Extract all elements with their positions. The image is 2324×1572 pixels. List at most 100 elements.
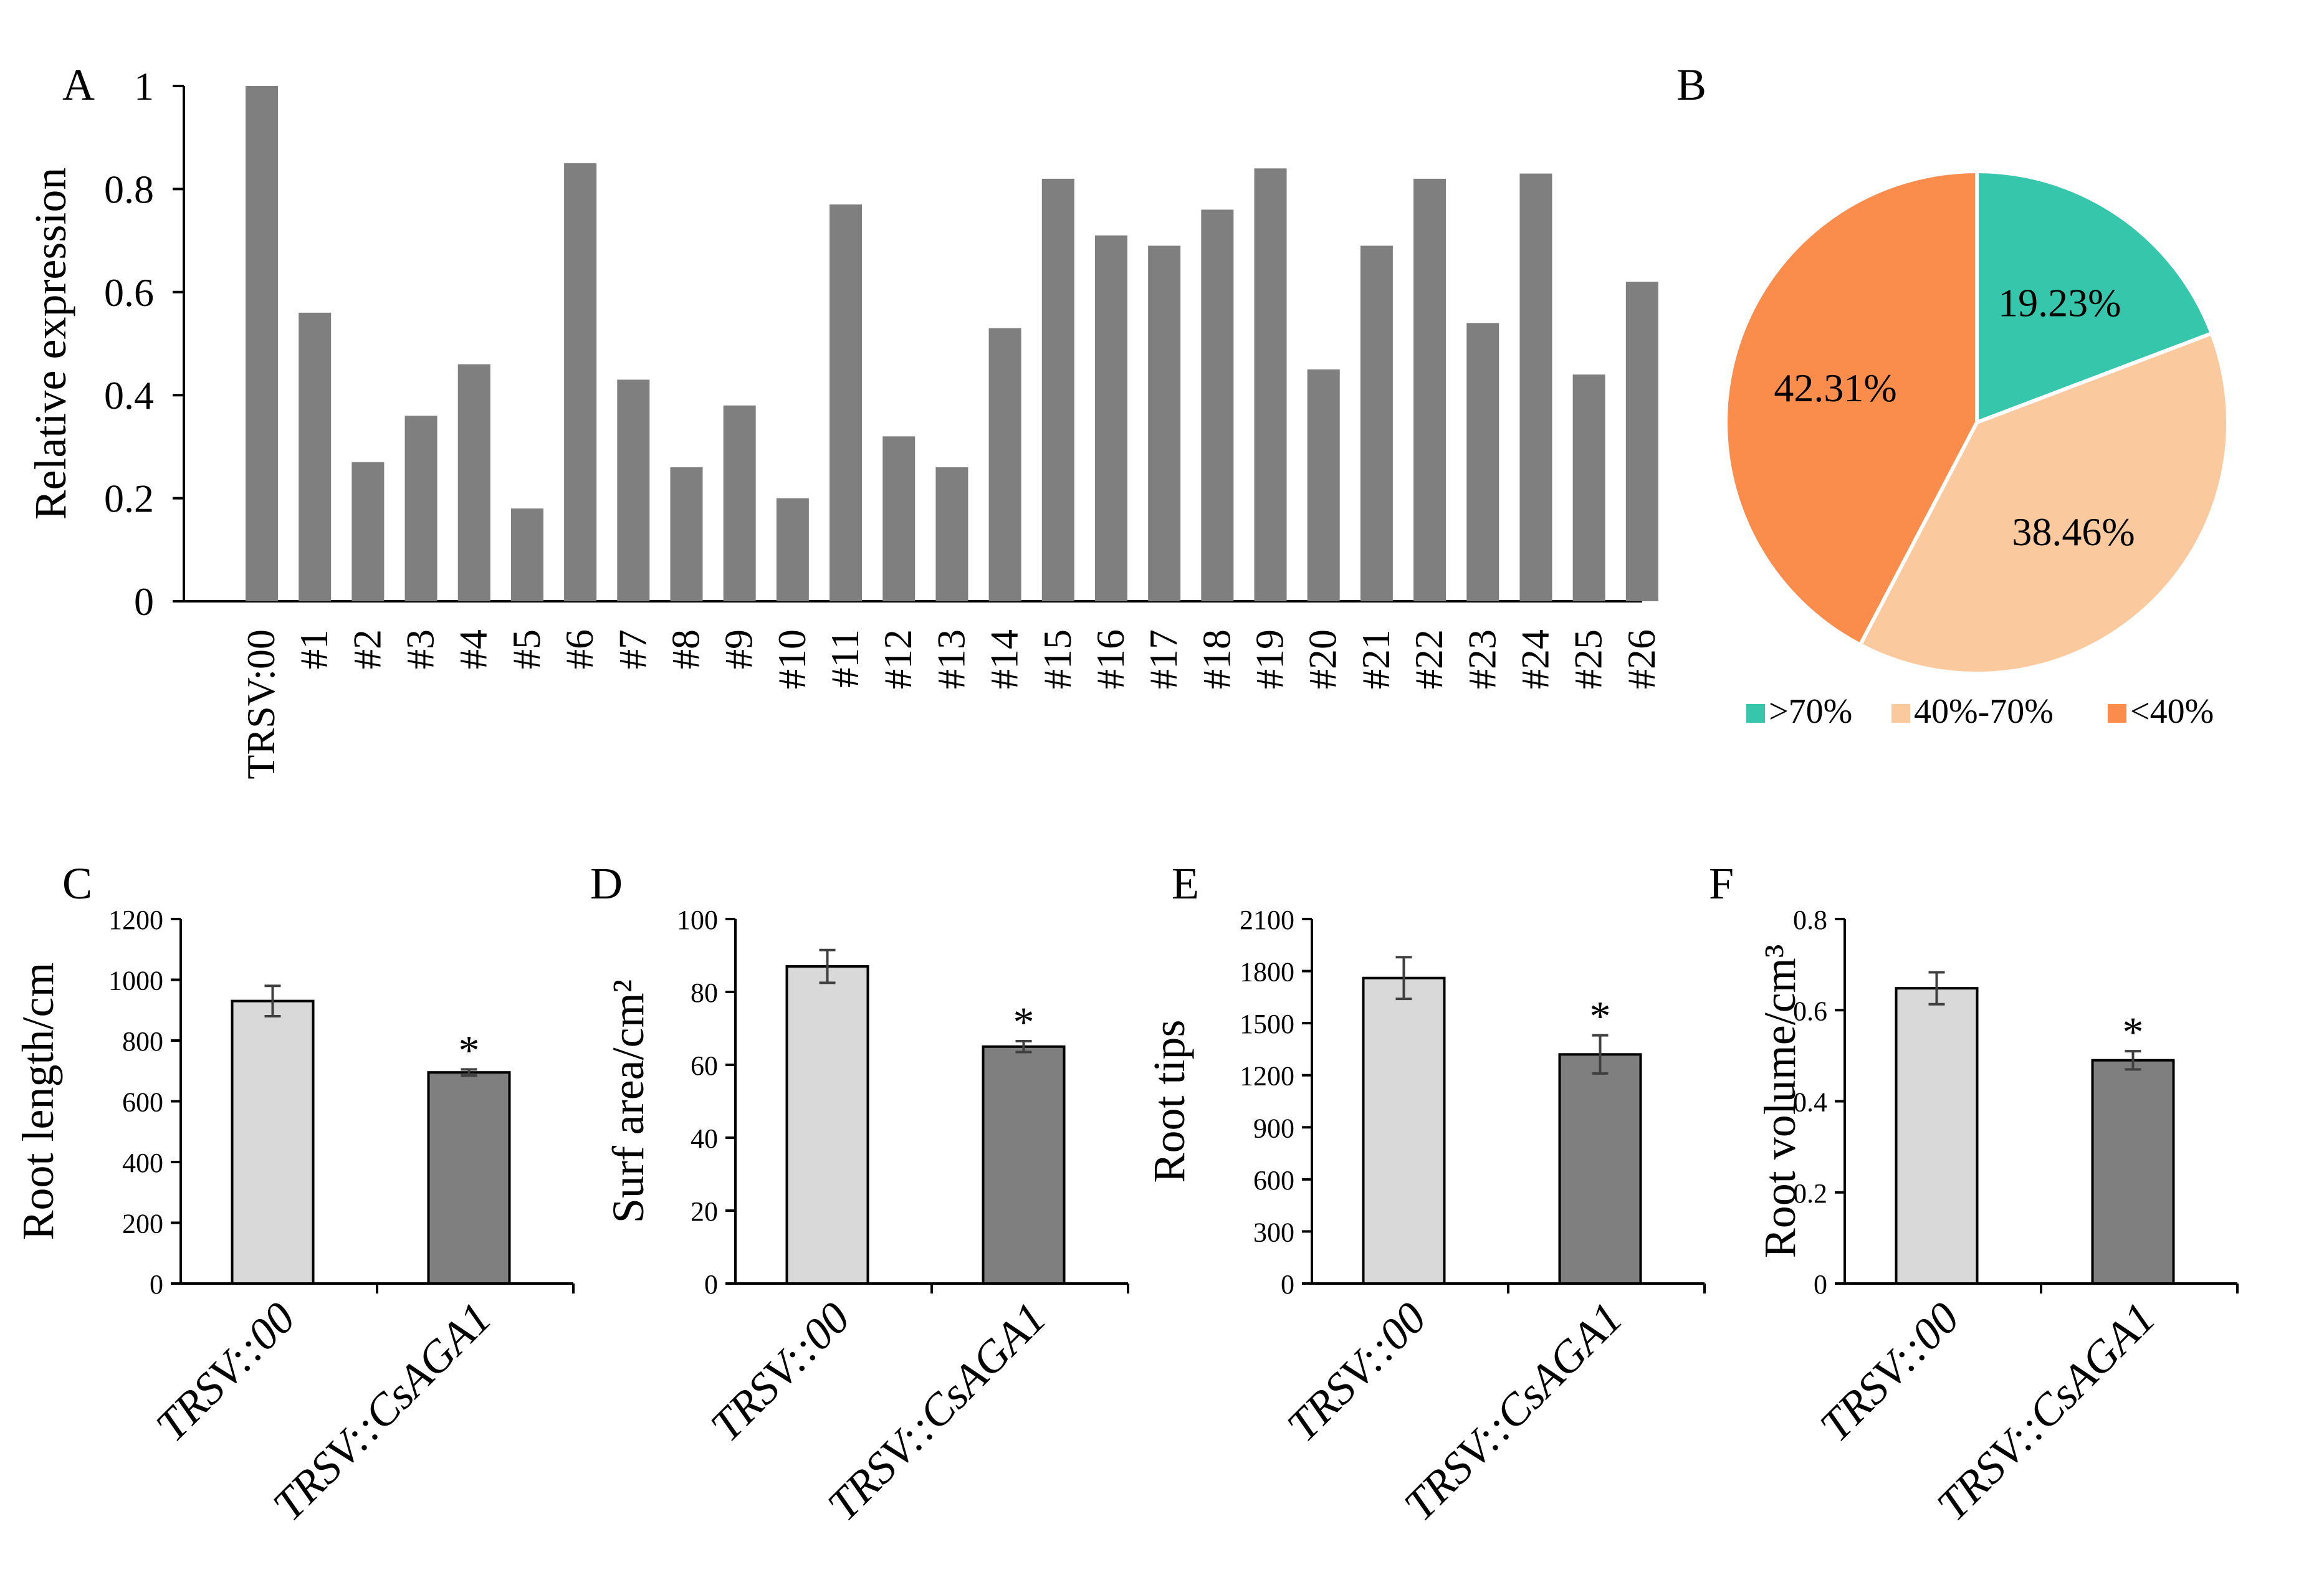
panel-f-y-tick-label: 0 (1814, 1269, 1827, 1300)
legend-label: <40% (2130, 692, 2214, 731)
panel-a-bar (510, 508, 543, 601)
panel-c-y-tick-label: 200 (122, 1209, 163, 1239)
panel-f-y-tick-label: 0.8 (1793, 905, 1827, 935)
panel-a-x-tick-label: #23 (1460, 629, 1504, 689)
panel-a-bar (1466, 323, 1499, 601)
pie-slice-label: 19.23% (1998, 281, 2121, 325)
panel-a-x-tick-label: #6 (557, 629, 601, 669)
panel-a-bar (1307, 369, 1340, 601)
panel-c-y-tick-label: 1000 (108, 966, 163, 996)
panel-c-y-axis-label: Root length/cm (13, 963, 63, 1241)
panel-a-y-tick-label: 0.8 (104, 167, 154, 211)
panel-c-y-tick-label: 1200 (108, 905, 163, 935)
panel-a-y-tick-label: 0 (134, 579, 154, 624)
panel-a-bar (299, 312, 332, 601)
panel-a-x-tick-label: #4 (451, 629, 495, 669)
legend-swatch (2108, 704, 2126, 723)
panel-e-y-axis-label: Root tips (1144, 1019, 1194, 1183)
panel-a-bar (564, 163, 597, 601)
panel-a-bar (670, 467, 703, 601)
panel-a-bar (1201, 209, 1234, 602)
pie-slice (1975, 169, 2214, 426)
panel-a-y-tick-label: 0.4 (104, 373, 154, 417)
legend-swatch (1746, 704, 1765, 723)
panel-f-y-tick-label: 0.6 (1793, 996, 1827, 1026)
panel-a-x-tick-label: #13 (929, 629, 973, 689)
panel-e-y-tick-label: 600 (1253, 1165, 1294, 1196)
panel-c-x-tick-label: TRSV::00 (146, 1293, 305, 1451)
panel-a-x-tick-label: #22 (1407, 629, 1451, 689)
panel-a-x-tick-label: #3 (398, 629, 442, 669)
panel-f-bar (1895, 987, 1979, 1285)
panel-e-y-tick-label: 1200 (1240, 1061, 1294, 1092)
panel-a-x-tick-label: #14 (982, 629, 1026, 689)
panel-c-bar (427, 1071, 511, 1285)
panel-label-b: B (1676, 60, 1706, 110)
panel-a-bar (1572, 374, 1605, 601)
panel-a-x-tick-label: #17 (1141, 629, 1185, 689)
panel-a-bar (1041, 178, 1074, 601)
legend-label: >70% (1769, 692, 1852, 731)
panel-a-bar (617, 379, 650, 601)
panel-a-x-tick-label: #19 (1248, 629, 1292, 689)
panel-a-x-tick-label: #5 (504, 629, 548, 669)
pie-slice-label: 42.31% (1774, 366, 1896, 410)
panel-a-x-tick-label: #8 (663, 629, 707, 669)
panel-a-bar (723, 405, 756, 601)
legend-swatch (1891, 704, 1910, 723)
panel-a-bar (1413, 178, 1447, 601)
panel-a-x-tick-label: #1 (292, 629, 336, 669)
panel-a-y-tick-label: 1 (134, 64, 154, 108)
panel-c-y-tick-label: 400 (122, 1148, 163, 1178)
panel-a-bar (1254, 168, 1287, 601)
panel-a-x-tick-label: #21 (1354, 629, 1398, 689)
panel-e-bar (1362, 976, 1446, 1285)
panel-a-y-tick-label: 0.6 (104, 270, 154, 315)
panel-a-bar (1360, 245, 1393, 601)
panel-d-bar (982, 1045, 1066, 1285)
panel-a-bar (404, 416, 438, 601)
panel-e-x-tick-label: TRSV::00 (1278, 1293, 1436, 1451)
panel-a-x-tick-label: #15 (1035, 629, 1079, 689)
panel-a-bar (830, 204, 863, 602)
panel-a-bar (457, 364, 490, 601)
panel-a-x-tick-label: #18 (1194, 629, 1238, 689)
panel-label-a: A (62, 60, 95, 110)
legend-label: 40%-70% (1914, 692, 2054, 731)
pie-slice (1724, 169, 1979, 647)
pie-slice (1857, 331, 2230, 675)
panel-f-bar (2091, 1059, 2175, 1285)
panel-d-y-tick-label: 80 (691, 978, 718, 1008)
panel-d-y-tick-label: 40 (691, 1123, 718, 1154)
panel-e-y-tick-label: 0 (1281, 1269, 1294, 1300)
panel-e-y-tick-label: 2100 (1240, 905, 1294, 935)
panel-a-bar (246, 86, 278, 601)
panel-a-bar (776, 498, 809, 601)
panel-a-x-tick-label: #9 (717, 629, 761, 669)
panel-a-bar (1094, 235, 1127, 602)
panel-c-y-tick-label: 600 (122, 1087, 163, 1118)
panel-a-x-tick-label: #24 (1513, 629, 1557, 689)
panel-a-bar (1625, 282, 1658, 601)
panel-d-x-tick-label: TRSV::00 (701, 1293, 859, 1451)
panel-a-x-tick-label: TRSV:00 (239, 629, 283, 779)
panel-d-y-tick-label: 0 (704, 1269, 718, 1300)
panel-label-f: F (1709, 859, 1734, 908)
panel-e-y-tick-label: 300 (1253, 1217, 1294, 1247)
panel-f-x-tick-label: TRSV::00 (1810, 1293, 1969, 1451)
panel-e-y-tick-label: 1500 (1240, 1009, 1294, 1039)
panel-label-d: D (590, 859, 623, 908)
panel-a-x-tick-label: #26 (1619, 629, 1663, 689)
panel-a-bar (935, 467, 968, 601)
panel-a-x-tick-label: #2 (345, 629, 389, 669)
panel-a-x-tick-label: #16 (1088, 629, 1132, 689)
panel-c-y-tick-label: 0 (150, 1269, 163, 1300)
panel-a-bar (351, 462, 385, 601)
panel-d-y-tick-label: 100 (677, 905, 718, 935)
pie-slice-label: 38.46% (2012, 510, 2135, 554)
panel-a-bar (988, 328, 1021, 601)
panel-e-significance-mark: * (1590, 993, 1611, 1040)
panel-e-bar (1558, 1053, 1642, 1285)
panel-e-y-tick-label: 900 (1253, 1113, 1294, 1143)
